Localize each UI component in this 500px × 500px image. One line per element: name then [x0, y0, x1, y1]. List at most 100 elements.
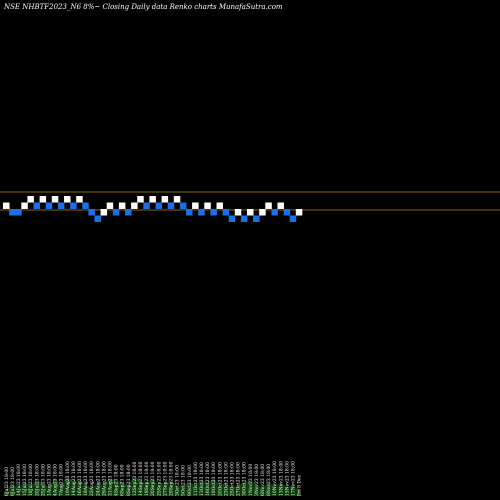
- x-tick-label: 13Nov23 18:00: [278, 461, 284, 496]
- renko-brick-down: [33, 202, 40, 209]
- x-tick-label: 10Nov23 18:00: [272, 461, 278, 496]
- renko-brick-down: [88, 209, 95, 216]
- x-tick-label: 20Jul23 18:00: [34, 464, 40, 496]
- renko-brick-down: [283, 209, 291, 216]
- x-tick-label: 11Oct23 18:00: [193, 462, 199, 496]
- renko-brick-up: [216, 202, 223, 209]
- volume-area: [3, 476, 303, 496]
- renko-brick-up: [265, 202, 272, 209]
- renko-brick-down: [222, 209, 230, 216]
- renko-brick-up: [118, 202, 126, 209]
- renko-brick-down: [271, 209, 278, 216]
- x-tick-label: 25Oct23 18:00: [229, 462, 235, 496]
- renko-brick-up: [149, 196, 156, 203]
- x-tick-label: 8Sep23 18:00: [126, 464, 132, 496]
- renko-brick-up: [247, 209, 254, 216]
- chart-title: NSE NHBTF2023_N6 8%~ Closing Daily data …: [3, 3, 283, 11]
- renko-brick-up: [204, 202, 211, 209]
- renko-brick-up: [64, 196, 71, 203]
- x-tick-label: 27Sep23 18:00: [162, 461, 168, 496]
- x-tick-label: 1Aug23 18:00: [46, 464, 52, 496]
- renko-brick-down: [112, 209, 120, 216]
- renko-brick-down: [94, 215, 101, 222]
- x-tick-label: 23Oct23 18:00: [223, 462, 229, 496]
- renko-brick-up: [27, 196, 34, 203]
- x-tick-label: 20Oct23 18:00: [217, 462, 223, 496]
- renko-brick-up: [234, 209, 242, 216]
- x-tick-label: 9Jul23 18:00: [10, 467, 16, 496]
- volume-polygon: [3, 476, 303, 496]
- x-tick-label: 16Oct23 18:00: [205, 462, 211, 496]
- x-tick-label: 25Jul23 18:00: [40, 464, 46, 496]
- renko-brick-down: [155, 202, 162, 209]
- renko-brick-up: [39, 196, 47, 203]
- x-tick-label: 9Oct23 18:00: [187, 465, 193, 496]
- x-tick-label: 1Nov23 18:00: [248, 464, 254, 496]
- x-tick-label: 3Oct23 18:00: [175, 465, 181, 496]
- renko-brick-up: [100, 209, 108, 216]
- x-tick-label: 6Jul23 18:00: [4, 467, 10, 496]
- renko-brick-up: [192, 202, 199, 209]
- renko-brick-down: [179, 202, 187, 209]
- renko-brick-up: [51, 196, 59, 203]
- x-tick-label: 8Nov23 18:00: [266, 464, 272, 496]
- x-tick-label: 16Aug23 18:00: [77, 461, 83, 496]
- renko-brick-up: [295, 209, 303, 216]
- x-tick-label: 20Sep23 18:00: [150, 461, 156, 496]
- renko-brick-down: [253, 215, 260, 222]
- renko-brick-down: [82, 202, 89, 209]
- renko-brick-down: [210, 209, 217, 216]
- x-tick-label: 14Sep23 18:00: [138, 461, 144, 496]
- x-tick-label: 15Jul23 18:00: [22, 464, 28, 496]
- renko-brick-up: [161, 196, 169, 203]
- x-tick-label: 13Oct23 18:00: [199, 462, 205, 496]
- renko-brick-down: [289, 215, 297, 222]
- renko-brick-up: [277, 202, 284, 209]
- x-axis-labels: 6Jul23 18:00 9Jul23 18:00 14Jul23 18:00 15J…: [4, 461, 303, 496]
- renko-brick-up: [259, 209, 266, 216]
- x-tick-label: 12Sep23 18:00: [132, 461, 138, 496]
- x-tick-label: 18Aug23 18:00: [83, 461, 89, 496]
- x-tick-label: 17Nov23 18:00: [290, 461, 296, 496]
- renko-brick-down: [228, 215, 236, 222]
- renko-brick-down: [186, 209, 193, 216]
- renko-brick-up: [131, 202, 138, 209]
- renko-brick-down: [70, 202, 77, 209]
- x-tick-label: 6Nov23 18:00: [260, 464, 266, 496]
- x-tick-label: 31Aug23 18:00: [107, 461, 113, 496]
- x-tick-label: 4Sep23 18:00: [114, 464, 120, 496]
- x-tick-label: 29Aug23 18:00: [101, 461, 107, 496]
- x-tick-label: 3Nov23 18:00: [254, 464, 260, 496]
- renko-brick-up: [137, 196, 144, 203]
- x-tick-label: 22Aug23 18:00: [89, 461, 95, 496]
- x-tick-label: 18Oct23 18:00: [211, 462, 217, 496]
- x-tick-label: 15Nov23 18:00: [284, 461, 290, 496]
- x-tick-label: 25Sep23 18:00: [156, 461, 162, 496]
- renko-brick-down: [45, 202, 53, 209]
- x-tick-label: Fri 8 Dec: [297, 474, 303, 496]
- renko-bricks: [3, 196, 303, 222]
- x-tick-label: 7Aug23 18:00: [59, 464, 65, 496]
- renko-brick-up: [173, 196, 181, 203]
- renko-brick-down: [15, 209, 22, 216]
- renko-brick-up: [21, 202, 28, 209]
- x-tick-label: 30Oct23 18:00: [242, 462, 248, 496]
- renko-brick-down: [143, 202, 150, 209]
- x-tick-label: 18Sep23 18:00: [144, 461, 150, 496]
- renko-brick-up: [106, 202, 114, 209]
- renko-brick-down: [167, 202, 175, 209]
- renko-brick-up: [3, 202, 10, 209]
- x-tick-label: 18Jul23 18:00: [28, 464, 34, 496]
- x-tick-label: 24Aug23 18:00: [95, 461, 101, 496]
- x-tick-label: 6Sep23 18:00: [120, 464, 126, 496]
- x-tick-label: 14Aug23 18:00: [71, 461, 77, 496]
- x-tick-label: 10Aug23 18:00: [65, 461, 71, 496]
- renko-brick-down: [57, 202, 65, 209]
- x-tick-label: 4Aug23 18:00: [53, 464, 59, 496]
- renko-brick-down: [125, 209, 132, 216]
- renko-brick-up: [76, 196, 83, 203]
- x-tick-label: 5Oct23 18:00: [181, 465, 187, 496]
- renko-brick-down: [9, 209, 16, 216]
